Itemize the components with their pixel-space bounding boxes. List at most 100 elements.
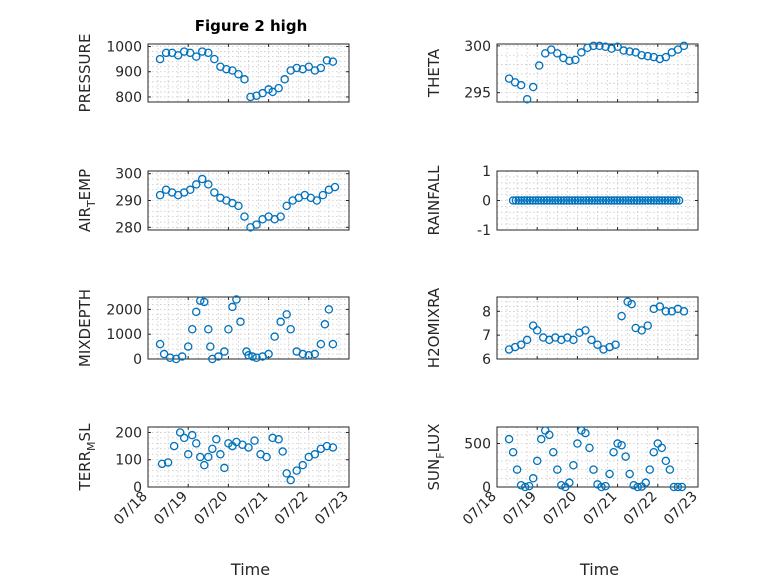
data-point xyxy=(316,339,326,349)
data-point xyxy=(556,196,566,205)
data-point xyxy=(589,41,598,51)
data-point xyxy=(551,196,560,205)
data-point xyxy=(607,44,616,53)
data-point xyxy=(228,66,237,75)
data-point xyxy=(553,196,563,205)
data-point xyxy=(318,190,328,200)
y-tick-label: 1000 xyxy=(106,327,142,343)
x-tick-label: 07/22 xyxy=(272,489,312,529)
data-point xyxy=(524,481,534,491)
data-point xyxy=(649,52,659,62)
data-point xyxy=(579,196,588,205)
data-point xyxy=(587,196,597,205)
y-tick-label: 2000 xyxy=(106,302,142,318)
data-point xyxy=(617,441,626,450)
data-point xyxy=(577,48,586,57)
data-point xyxy=(268,87,277,97)
data-point xyxy=(619,46,628,55)
data-point xyxy=(666,196,675,205)
data-point xyxy=(621,452,630,461)
data-point xyxy=(270,332,279,341)
data-point xyxy=(624,196,633,205)
data-point xyxy=(601,42,610,52)
data-point xyxy=(328,57,338,66)
subplot-terr_msl: 0 100 200 07/18 07/19 07/20 07/21 07/22 07/23 TER… xyxy=(76,423,352,579)
data-point xyxy=(220,347,229,356)
data-point xyxy=(504,434,514,444)
data-point xyxy=(597,482,606,492)
data-series xyxy=(155,174,340,232)
x-axis-label: Time xyxy=(579,560,619,579)
data-point xyxy=(613,42,622,52)
data-point xyxy=(553,49,562,58)
data-point xyxy=(508,447,518,457)
y-tick-label: 0 xyxy=(482,194,491,210)
data-point xyxy=(534,61,544,70)
data-point xyxy=(514,196,523,205)
data-point xyxy=(605,469,614,479)
data-point xyxy=(504,74,514,83)
axes-frame xyxy=(147,426,350,488)
subplot-air_temp: 280 290 300 AIRTEMP xyxy=(76,167,350,236)
data-point xyxy=(248,352,257,361)
y-tick-label: 0 xyxy=(482,480,491,496)
data-point xyxy=(522,335,532,345)
y-tick-label: 300 xyxy=(464,39,491,55)
data-point xyxy=(649,447,659,457)
data-point xyxy=(534,196,543,205)
y-tick-label: 0 xyxy=(133,480,142,496)
data-point xyxy=(660,196,670,205)
data-point xyxy=(258,88,267,98)
data-point xyxy=(511,196,521,205)
data-point xyxy=(621,196,630,205)
data-point xyxy=(516,481,526,490)
data-point xyxy=(228,302,237,312)
y-axis-label: MIXDEPTH xyxy=(76,289,94,367)
data-point xyxy=(641,478,650,487)
data-point xyxy=(655,302,665,311)
data-point xyxy=(584,196,594,205)
data-point xyxy=(204,180,213,189)
data-point xyxy=(212,435,221,444)
data-point xyxy=(155,190,165,200)
data-series xyxy=(155,295,338,364)
y-tick-label: 7 xyxy=(482,328,491,344)
data-point xyxy=(646,196,656,205)
data-point xyxy=(532,456,542,466)
figure-title: Figure 2 high xyxy=(195,17,308,35)
data-point xyxy=(185,185,195,195)
data-point xyxy=(322,441,332,451)
data-point xyxy=(322,56,332,65)
data-point xyxy=(615,196,625,205)
data-point xyxy=(175,428,185,437)
data-point xyxy=(252,353,261,363)
data-point xyxy=(183,342,193,351)
data-point xyxy=(617,311,626,321)
data-point xyxy=(645,465,655,474)
data-point xyxy=(276,212,285,221)
y-tick-label: -1 xyxy=(477,223,491,239)
data-point xyxy=(157,459,167,469)
data-point xyxy=(200,460,209,470)
data-point xyxy=(282,201,291,211)
y-tick-label: 1000 xyxy=(106,40,142,56)
y-axis-label: RAINFALL xyxy=(425,165,443,236)
data-point xyxy=(232,295,241,304)
y-tick-label: 8 xyxy=(482,304,491,320)
data-point xyxy=(204,452,213,462)
subplot-theta: 295 300 THETA xyxy=(425,39,699,104)
data-point xyxy=(573,196,583,205)
data-point xyxy=(583,43,592,52)
data-point xyxy=(655,196,664,205)
data-point xyxy=(549,447,558,457)
data-point xyxy=(679,307,689,316)
data-point xyxy=(643,196,653,205)
data-point xyxy=(280,75,289,84)
data-point xyxy=(570,196,580,205)
data-point xyxy=(198,174,207,184)
data-point xyxy=(191,180,201,189)
data-point xyxy=(508,196,518,205)
y-tick-label: 290 xyxy=(115,194,142,210)
subplot-pressure: 800 900 1000 PRESSURE xyxy=(76,34,350,112)
